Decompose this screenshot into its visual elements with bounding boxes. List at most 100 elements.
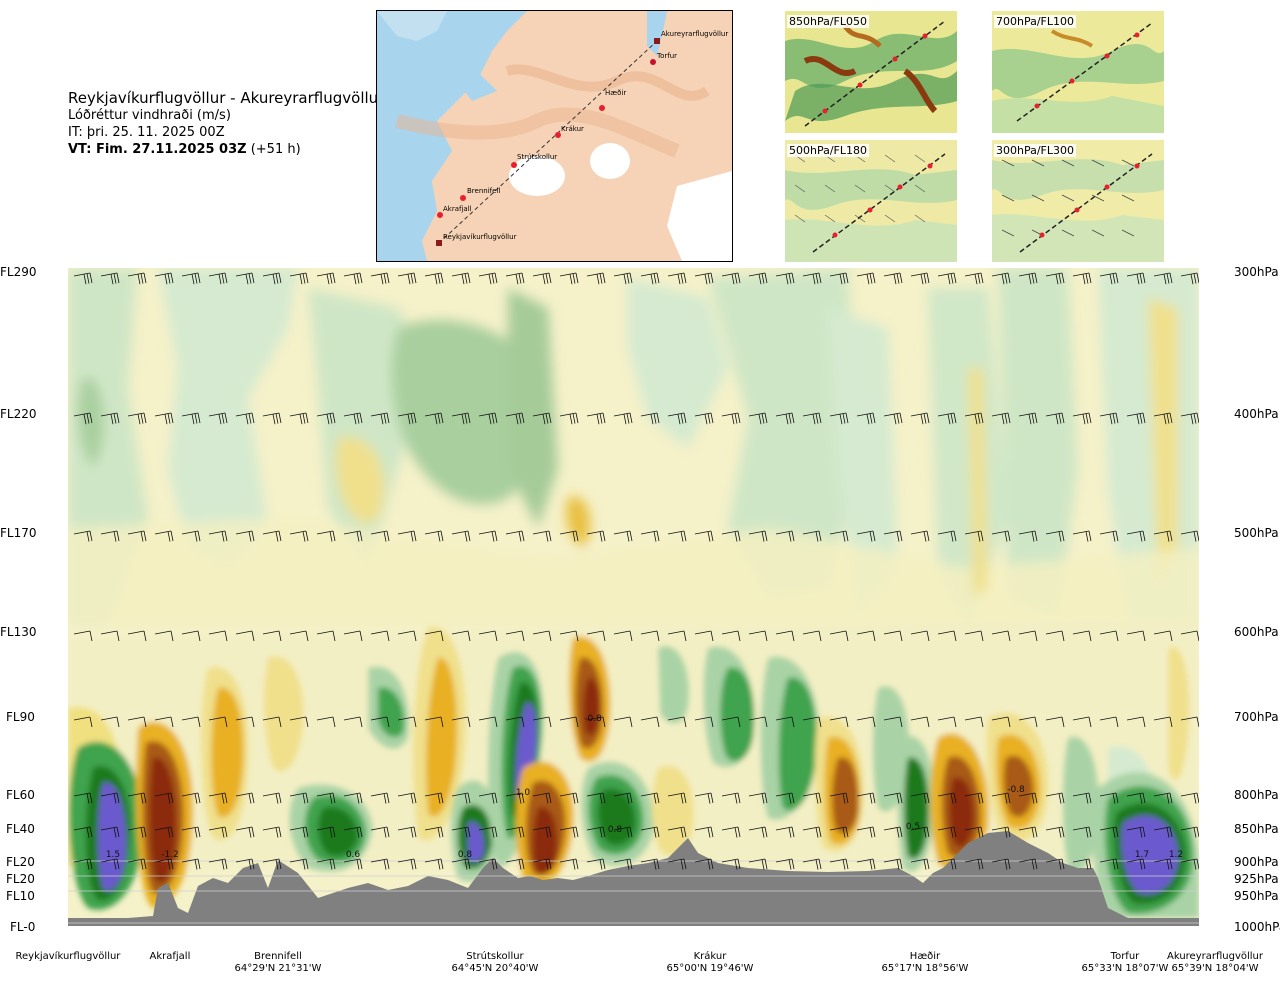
fl-tick-label: FL290	[0, 265, 37, 279]
wind-barb	[775, 412, 795, 425]
wind-barb	[316, 716, 336, 728]
wind-barb	[694, 630, 714, 642]
location-coord: 65°00'N 19°46'W	[666, 963, 754, 974]
wind-barb	[964, 858, 984, 870]
wind-barb	[1180, 858, 1199, 870]
wind-barb	[991, 858, 1011, 870]
wind-barb	[802, 530, 822, 542]
wind-barb	[1099, 716, 1119, 728]
wind-barb	[937, 826, 957, 838]
wind-barb	[208, 792, 228, 804]
wind-barb	[343, 858, 363, 870]
wind-barb	[532, 630, 552, 642]
wind-barb	[100, 630, 120, 642]
wind-barb	[559, 630, 579, 642]
wind-barb	[613, 792, 633, 804]
wind-barb	[991, 716, 1011, 728]
value-annotation: 1.7	[1135, 850, 1149, 860]
wind-barb	[424, 272, 444, 285]
wind-barb	[937, 272, 957, 285]
wind-barb	[748, 826, 768, 838]
waypoint-haedir: Hæðir	[605, 89, 626, 97]
location-label: Hæðir 65°17'N 18°56'W	[882, 951, 969, 975]
wind-barb	[235, 412, 255, 425]
wind-barb	[370, 792, 390, 804]
wind-barb	[559, 826, 579, 838]
value-annotation: 0.5	[906, 822, 920, 832]
wind-barb	[748, 530, 768, 542]
wind-barb	[883, 716, 903, 728]
wind-barb	[478, 792, 498, 804]
wind-barb	[451, 858, 471, 870]
wind-barb	[154, 716, 174, 728]
upper-fields	[68, 268, 1199, 628]
wind-barb	[505, 412, 525, 425]
wind-barb	[235, 792, 255, 804]
wind-barb	[1045, 826, 1065, 838]
wind-barb	[424, 716, 444, 728]
wind-barb	[424, 826, 444, 838]
fl-tick-label: FL20	[6, 872, 35, 886]
wind-barb	[397, 530, 417, 542]
location-label: Akureyrarflugvöllur 65°39'N 18°04'W	[1167, 951, 1263, 975]
wind-barb	[1153, 272, 1173, 285]
wind-barb	[316, 530, 336, 542]
wind-barb	[154, 858, 174, 870]
wind-barb	[1072, 272, 1092, 285]
wind-barb	[370, 272, 390, 285]
wind-barb	[397, 630, 417, 642]
wind-barb	[964, 412, 984, 425]
wind-barb	[532, 272, 552, 285]
wind-barb	[451, 530, 471, 542]
location-name: Torfur	[1110, 951, 1140, 962]
wind-barb	[1072, 530, 1092, 542]
wind-barb	[181, 272, 201, 285]
wind-barb	[1180, 272, 1199, 285]
wind-barb	[289, 858, 309, 870]
wind-barb	[1099, 792, 1119, 804]
wind-barb	[1072, 630, 1092, 642]
wind-barb	[667, 630, 687, 642]
wind-barb	[1045, 272, 1065, 285]
cross-section-plot: 1.5 -1.2 0.6 0.8 1.0 -0.8 0.8 0.5 -0.8 1.7 1.2	[68, 268, 1199, 926]
wind-barb	[370, 826, 390, 838]
wind-barb	[640, 858, 660, 870]
wind-barb	[586, 792, 606, 804]
wind-barb	[1126, 858, 1146, 870]
waypoint-brennifell-marker	[460, 195, 466, 201]
wind-barb	[343, 630, 363, 642]
wind-barb	[262, 792, 282, 804]
location-coord: 65°17'N 18°56'W	[881, 963, 969, 974]
wind-barb	[937, 630, 957, 642]
wind-barb	[667, 826, 687, 838]
wind-barb	[586, 630, 606, 642]
wind-barb	[181, 412, 201, 425]
waypoint-reykjavikurflugvollur-marker	[436, 240, 442, 246]
wind-barb	[127, 858, 147, 870]
fl-tick-label: FL130	[0, 625, 37, 639]
wind-barb	[1045, 716, 1065, 728]
wind-barb	[1018, 826, 1038, 838]
wind-barb	[316, 630, 336, 642]
wind-barb	[127, 792, 147, 804]
wind-barb	[748, 412, 768, 425]
wind-barb	[1018, 716, 1038, 728]
wind-barb	[829, 272, 849, 285]
location-label: Reykjavíkurflugvöllur	[16, 951, 121, 963]
wind-barb	[316, 826, 336, 838]
wind-barb	[505, 630, 525, 642]
waypoint-strutskollur-marker	[511, 162, 517, 168]
wind-barb	[208, 412, 228, 425]
wind-barb	[1045, 630, 1065, 642]
wind-barb	[910, 858, 930, 870]
hpa-tick-label: 700hPa	[1234, 710, 1279, 724]
wind-barb	[343, 716, 363, 728]
wind-barb	[910, 530, 930, 542]
wind-barb	[640, 826, 660, 838]
wind-barb	[343, 530, 363, 542]
wind-barb	[397, 858, 417, 870]
route-waypoints: Akureyrarflugvöllur Torfur Hæðir Krákur …	[436, 30, 728, 246]
location-label: Strútskollur 64°45'N 20°40'W	[452, 951, 539, 975]
wind-barb	[559, 716, 579, 728]
wind-barb	[532, 530, 552, 542]
